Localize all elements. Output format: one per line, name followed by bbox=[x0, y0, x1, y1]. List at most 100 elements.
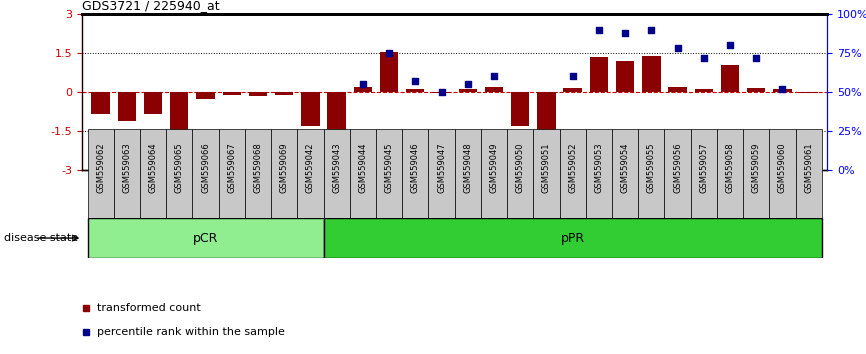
Bar bbox=[721, 65, 740, 92]
Text: GSM559056: GSM559056 bbox=[673, 143, 682, 193]
Point bbox=[618, 30, 632, 36]
Point bbox=[120, 159, 133, 165]
Point bbox=[697, 55, 711, 61]
Text: GSM559061: GSM559061 bbox=[805, 143, 813, 193]
FancyBboxPatch shape bbox=[769, 129, 796, 218]
Point bbox=[461, 81, 475, 87]
Text: GSM559050: GSM559050 bbox=[516, 143, 525, 193]
Bar bbox=[197, 92, 215, 98]
Text: GSM559064: GSM559064 bbox=[149, 143, 158, 193]
Text: GSM559066: GSM559066 bbox=[201, 143, 210, 193]
FancyBboxPatch shape bbox=[140, 129, 166, 218]
Point bbox=[514, 162, 527, 168]
Text: GDS3721 / 225940_at: GDS3721 / 225940_at bbox=[82, 0, 220, 12]
Bar bbox=[92, 92, 110, 114]
Text: GSM559055: GSM559055 bbox=[647, 143, 656, 193]
Bar bbox=[485, 87, 503, 92]
Bar bbox=[144, 92, 162, 114]
Bar bbox=[353, 87, 372, 92]
Text: GSM559042: GSM559042 bbox=[306, 143, 315, 193]
FancyBboxPatch shape bbox=[638, 129, 664, 218]
Bar bbox=[590, 57, 608, 92]
Bar bbox=[223, 92, 241, 95]
Bar bbox=[747, 88, 766, 92]
Bar bbox=[170, 92, 189, 135]
Point bbox=[749, 55, 763, 61]
Text: GSM559049: GSM559049 bbox=[489, 143, 499, 193]
Bar bbox=[406, 90, 424, 92]
FancyBboxPatch shape bbox=[717, 129, 743, 218]
Text: GSM559044: GSM559044 bbox=[359, 143, 367, 193]
Point bbox=[146, 162, 160, 168]
Point bbox=[277, 159, 291, 165]
FancyBboxPatch shape bbox=[796, 129, 822, 218]
Bar bbox=[643, 56, 661, 92]
Bar bbox=[695, 90, 713, 92]
Point bbox=[198, 159, 212, 165]
Point bbox=[644, 27, 658, 33]
Text: GSM559063: GSM559063 bbox=[122, 143, 132, 193]
Point bbox=[723, 42, 737, 48]
Point bbox=[356, 81, 370, 87]
Point bbox=[435, 89, 449, 95]
Text: GSM559057: GSM559057 bbox=[699, 143, 708, 193]
Text: pPR: pPR bbox=[560, 232, 585, 245]
FancyBboxPatch shape bbox=[559, 129, 585, 218]
Point bbox=[330, 162, 344, 168]
FancyBboxPatch shape bbox=[218, 129, 245, 218]
Bar bbox=[537, 92, 556, 135]
Text: disease state: disease state bbox=[4, 233, 79, 243]
FancyBboxPatch shape bbox=[533, 129, 559, 218]
FancyBboxPatch shape bbox=[612, 129, 638, 218]
FancyBboxPatch shape bbox=[507, 129, 533, 218]
FancyBboxPatch shape bbox=[376, 129, 402, 218]
Bar bbox=[275, 92, 294, 95]
Bar bbox=[511, 92, 529, 126]
FancyBboxPatch shape bbox=[429, 129, 455, 218]
FancyBboxPatch shape bbox=[481, 129, 507, 218]
Text: transformed count: transformed count bbox=[97, 303, 201, 313]
FancyBboxPatch shape bbox=[166, 129, 192, 218]
Point bbox=[670, 46, 684, 51]
FancyBboxPatch shape bbox=[87, 218, 324, 258]
Text: pCR: pCR bbox=[193, 232, 218, 245]
Point bbox=[592, 27, 606, 33]
Bar bbox=[249, 92, 267, 96]
Bar bbox=[301, 92, 320, 126]
Point bbox=[303, 162, 317, 168]
Bar bbox=[380, 52, 398, 92]
FancyBboxPatch shape bbox=[585, 129, 612, 218]
Text: GSM559046: GSM559046 bbox=[410, 143, 420, 193]
FancyBboxPatch shape bbox=[324, 129, 350, 218]
Bar bbox=[669, 87, 687, 92]
Bar bbox=[799, 92, 818, 93]
Text: GSM559048: GSM559048 bbox=[463, 143, 472, 193]
Text: GSM559047: GSM559047 bbox=[437, 143, 446, 193]
Text: GSM559043: GSM559043 bbox=[333, 143, 341, 193]
Text: GSM559054: GSM559054 bbox=[621, 143, 630, 193]
Point bbox=[802, 136, 816, 142]
FancyBboxPatch shape bbox=[245, 129, 271, 218]
FancyBboxPatch shape bbox=[271, 129, 297, 218]
Bar bbox=[432, 92, 450, 93]
Text: GSM559068: GSM559068 bbox=[254, 143, 262, 193]
FancyBboxPatch shape bbox=[691, 129, 717, 218]
Text: GSM559060: GSM559060 bbox=[778, 143, 787, 193]
FancyBboxPatch shape bbox=[113, 129, 140, 218]
Text: GSM559069: GSM559069 bbox=[280, 143, 288, 193]
FancyBboxPatch shape bbox=[743, 129, 769, 218]
FancyBboxPatch shape bbox=[350, 129, 376, 218]
Text: GSM559051: GSM559051 bbox=[542, 143, 551, 193]
Point bbox=[776, 86, 790, 92]
Point bbox=[172, 136, 186, 142]
Point bbox=[565, 74, 579, 79]
Text: GSM559065: GSM559065 bbox=[175, 143, 184, 193]
FancyBboxPatch shape bbox=[324, 218, 822, 258]
FancyBboxPatch shape bbox=[192, 129, 218, 218]
Point bbox=[487, 74, 501, 79]
FancyBboxPatch shape bbox=[664, 129, 691, 218]
FancyBboxPatch shape bbox=[87, 129, 113, 218]
Bar bbox=[327, 92, 346, 149]
Point bbox=[251, 139, 265, 145]
Text: GSM559052: GSM559052 bbox=[568, 143, 577, 193]
